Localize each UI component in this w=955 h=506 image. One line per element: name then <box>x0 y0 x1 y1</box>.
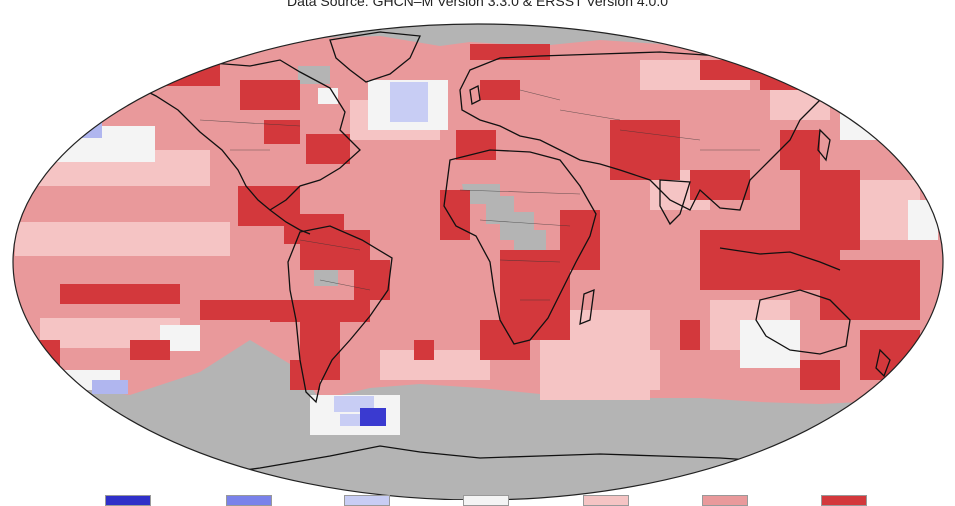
coastlines <box>139 31 891 477</box>
indonesia-coastline <box>719 247 841 271</box>
south-pacific-cooler <box>92 380 128 394</box>
north-america-borders <box>199 119 371 291</box>
central-south-america-warm <box>270 300 370 322</box>
siberia-warm <box>760 60 830 90</box>
globe-outline <box>12 23 944 500</box>
tropical-pacific-pale-band <box>15 222 230 256</box>
africa-borders <box>459 189 581 301</box>
data-source-caption: Data Source: GHCN–M Version 3.3.0 & ERSS… <box>286 0 669 9</box>
east-asia-warm <box>780 130 820 170</box>
north-pacific-cooler <box>62 122 102 138</box>
madagascar-coastline <box>579 288 595 326</box>
west-pacific-near-average <box>908 200 938 240</box>
new-zealand-sea-warm <box>800 360 840 390</box>
south-asia-warm <box>690 170 750 200</box>
new-zealand-coastline <box>875 348 891 378</box>
canada-warm <box>264 120 300 144</box>
arctic-no-data <box>13 24 943 80</box>
north-america-warm-1 <box>110 62 220 86</box>
south-pacific-near-average-1 <box>740 320 800 368</box>
greenland-no-data <box>298 66 330 84</box>
brazil-no-data <box>314 268 338 286</box>
north-pacific-warm <box>700 60 760 80</box>
eastern-brazil-warm <box>354 260 390 300</box>
south-pacific-warm <box>820 260 920 320</box>
southern-ocean-near-average-2 <box>906 120 943 154</box>
africa-coastline <box>443 149 597 345</box>
atlantic-warm <box>414 340 434 360</box>
northwest-pacific-pale <box>770 90 830 120</box>
drake-passage-much-cooler <box>360 408 386 426</box>
antarctic-no-data <box>13 340 943 500</box>
northern-europe-warm <box>480 80 520 100</box>
southern-ocean-warm-west <box>30 340 60 380</box>
australia-coastline <box>755 289 851 355</box>
southern-indian-warm <box>680 320 700 350</box>
central-asia-warm <box>610 120 680 180</box>
north-america-coastline <box>139 59 361 211</box>
india-coastline <box>659 179 691 226</box>
south-indian-pale-2 <box>600 350 660 390</box>
north-atlantic-slightly-cooler <box>390 82 428 122</box>
south-atlantic-pale <box>380 350 490 380</box>
central-america-coastline <box>269 209 311 235</box>
south-atlantic-warm <box>480 320 530 360</box>
country-borders <box>199 89 760 301</box>
japan-coastline <box>817 128 831 162</box>
south-america-coastline <box>287 225 393 404</box>
eastern-us-warm <box>306 134 350 164</box>
patagonia-slightly-cooler <box>340 414 360 426</box>
south-pacific-band-warm <box>60 284 180 304</box>
eurasia-borders <box>519 89 760 151</box>
bering-near-average <box>55 126 155 162</box>
southeast-pacific-band-warm <box>200 300 270 320</box>
north-africa-warm <box>456 130 496 160</box>
southern-ocean-warm-1 <box>130 340 170 360</box>
north-america-warm-2 <box>240 80 300 110</box>
greenland-coastline <box>329 31 421 83</box>
west-pacific-warm <box>800 170 860 250</box>
uk-coastline <box>469 85 481 105</box>
